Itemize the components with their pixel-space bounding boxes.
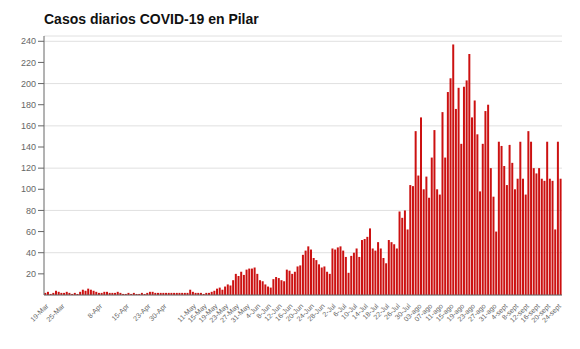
svg-text:100: 100 <box>21 184 36 194</box>
svg-text:16-sept: 16-sept <box>519 302 541 324</box>
svg-text:24-sept: 24-sept <box>541 302 563 324</box>
svg-text:28-Jun: 28-Jun <box>305 302 326 323</box>
svg-text:30-Apr: 30-Apr <box>148 302 169 323</box>
svg-text:18-Jul: 18-Jul <box>361 302 380 321</box>
svg-text:31-ago: 31-ago <box>477 302 498 323</box>
svg-text:160: 160 <box>21 121 36 131</box>
svg-text:6-Jul: 6-Jul <box>331 302 348 318</box>
svg-text:19-Mar: 19-Mar <box>28 302 50 323</box>
svg-text:20: 20 <box>26 269 36 279</box>
svg-text:19-ago: 19-ago <box>445 302 466 323</box>
svg-text:23-ago: 23-ago <box>455 302 477 323</box>
svg-text:20-Jun: 20-Jun <box>284 302 305 323</box>
svg-text:12-sept: 12-sept <box>508 302 530 324</box>
svg-text:8-sept: 8-sept <box>500 302 520 321</box>
svg-text:07-ago: 07-ago <box>413 302 434 323</box>
svg-text:60: 60 <box>26 227 36 237</box>
svg-text:27-ago: 27-ago <box>466 302 487 323</box>
svg-text:03-ago: 03-ago <box>402 302 423 323</box>
svg-text:27-May: 27-May <box>218 302 241 324</box>
svg-text:25-Mar: 25-Mar <box>45 302 66 323</box>
svg-text:11-May: 11-May <box>176 302 198 324</box>
svg-text:8-Jun: 8-Jun <box>255 302 273 320</box>
svg-text:220: 220 <box>21 58 36 68</box>
svg-text:10-Jul: 10-Jul <box>339 302 359 321</box>
svg-text:4-sept: 4-sept <box>489 302 509 321</box>
svg-text:24-Jun: 24-Jun <box>295 302 316 323</box>
svg-text:40: 40 <box>26 248 36 258</box>
svg-text:26-Jul: 26-Jul <box>382 302 402 321</box>
svg-text:30-Jul: 30-Jul <box>393 302 412 321</box>
svg-text:15-ago: 15-ago <box>434 302 455 323</box>
svg-text:22-Jul: 22-Jul <box>372 302 391 321</box>
svg-text:180: 180 <box>21 100 36 110</box>
svg-text:2-Jul: 2-Jul <box>321 302 337 318</box>
html-text:Casos diarios COVID-19 en Pila: Casos diarios COVID-19 en Pilar <box>44 11 259 27</box>
svg-text:4-Jun: 4-Jun <box>244 302 262 320</box>
svg-text:16-Jun: 16-Jun <box>273 302 294 323</box>
svg-text:80: 80 <box>26 206 36 216</box>
svg-text:15-Apr: 15-Apr <box>110 302 131 323</box>
svg-text:31-May: 31-May <box>229 302 251 324</box>
svg-text:23-Apr: 23-Apr <box>131 302 152 323</box>
svg-text:120: 120 <box>21 163 36 173</box>
svg-text:23-May: 23-May <box>207 302 230 324</box>
svg-text:20-sept: 20-sept <box>530 302 552 324</box>
svg-text:15-May: 15-May <box>186 302 208 324</box>
svg-text:11-ago: 11-ago <box>424 302 445 323</box>
svg-text:200: 200 <box>21 79 36 89</box>
svg-text:19-May: 19-May <box>197 302 219 324</box>
svg-text:240: 240 <box>21 36 36 46</box>
svg-text:8-Apr: 8-Apr <box>86 302 104 320</box>
svg-text:14-Jul: 14-Jul <box>350 302 369 321</box>
svg-text:12-Jun: 12-Jun <box>263 302 284 323</box>
svg-text:140: 140 <box>21 142 36 152</box>
